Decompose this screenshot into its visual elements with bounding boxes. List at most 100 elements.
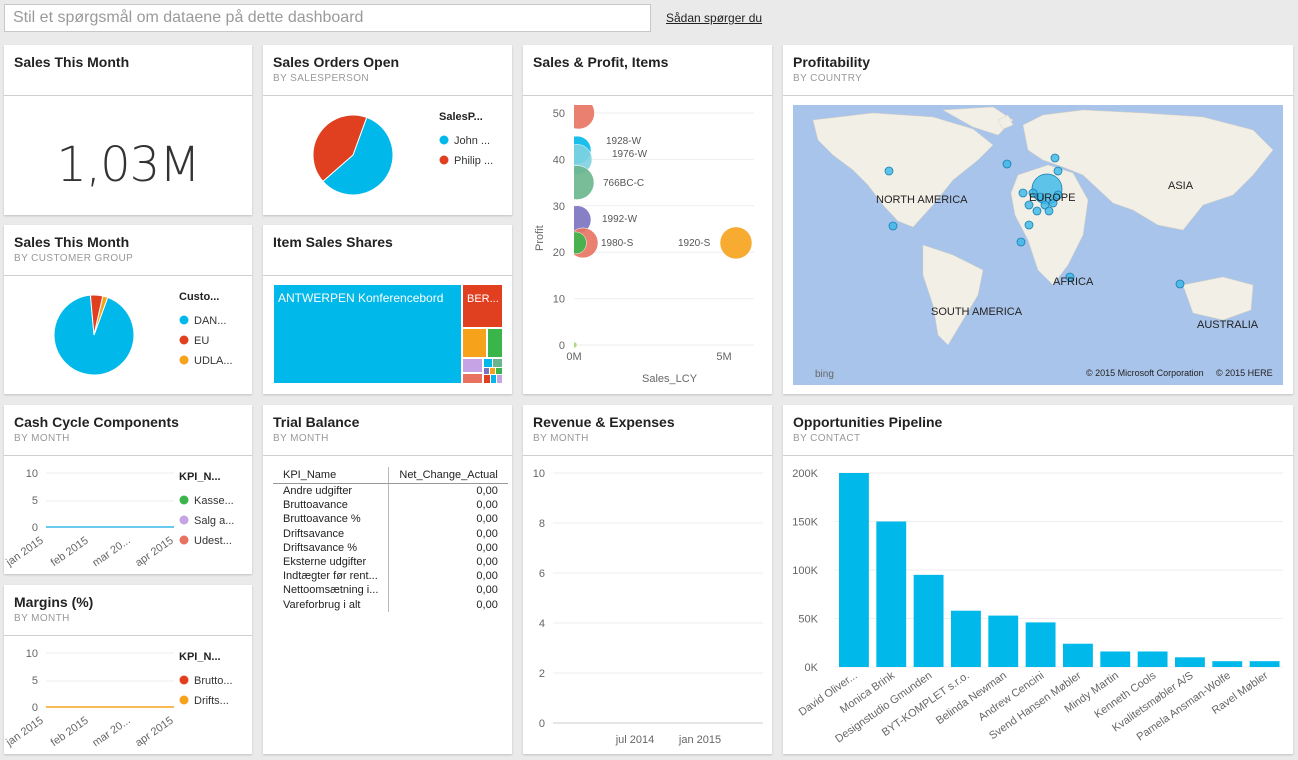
pie-slice[interactable]: [93, 295, 109, 336]
tile-trial-balance[interactable]: Trial Balance BY MONTH KPI_Name Net_Chan…: [263, 405, 512, 754]
scatter-bubbles: [560, 97, 753, 349]
legend-item[interactable]: Drifts...: [194, 695, 229, 707]
treemap-cell[interactable]: [463, 374, 482, 383]
table-row[interactable]: Driftsavance % 0,00: [273, 540, 508, 556]
how-to-ask-link[interactable]: Sådan spørger du: [666, 11, 763, 25]
legend-item[interactable]: Brutto...: [194, 675, 233, 687]
bar[interactable]: [1063, 643, 1093, 667]
treemap-cell[interactable]: [484, 368, 489, 374]
tile-subtitle: BY CONTACT: [793, 433, 861, 444]
bar[interactable]: [876, 521, 907, 668]
map-bubble[interactable]: [884, 166, 894, 176]
legend-item[interactable]: Salg a...: [194, 515, 234, 527]
map-bubble[interactable]: [1040, 200, 1050, 210]
tile-subtitle: BY SALESPERSON: [273, 73, 370, 84]
tile-header: Sales This Month BY CUSTOMER GROUP: [4, 225, 252, 276]
bar[interactable]: [1137, 651, 1168, 667]
map-bubble[interactable]: [1018, 188, 1028, 198]
map-bubble[interactable]: [1024, 220, 1034, 230]
map-bubble[interactable]: [1175, 279, 1185, 289]
bar[interactable]: [951, 610, 981, 667]
map-bubble[interactable]: [1028, 188, 1038, 198]
treemap-cell[interactable]: [463, 329, 486, 357]
column-header[interactable]: Net_Change_Actual: [388, 467, 508, 484]
bar[interactable]: [839, 473, 869, 667]
row-value: 0,00: [388, 540, 508, 556]
y-tick: 0: [32, 522, 38, 534]
tile-sales-profit-items[interactable]: Sales & Profit, Items 0 10 20 30 40 50 0M 5M 192…: [523, 45, 772, 394]
treemap-cell[interactable]: [488, 329, 502, 357]
treemap-cell[interactable]: [493, 359, 502, 367]
scatter-bubble[interactable]: [565, 231, 587, 255]
column-header[interactable]: KPI_Name: [273, 467, 389, 484]
legend-item[interactable]: Philip ...: [454, 155, 493, 167]
table-row[interactable]: Andre udgifter 0,00: [273, 483, 508, 499]
legend-item[interactable]: John ...: [454, 135, 490, 147]
treemap-cell[interactable]: [484, 359, 492, 367]
pie-slice[interactable]: [322, 116, 394, 196]
tile-profitability[interactable]: Profitability BY COUNTRY NORTH AMERICA E…: [783, 45, 1293, 394]
map-bubble[interactable]: [888, 221, 898, 231]
map-bubble[interactable]: [1016, 237, 1026, 247]
table-row[interactable]: Indtægter før rent... 0,00: [273, 569, 508, 584]
map-bubble[interactable]: [1048, 198, 1058, 208]
legend-item[interactable]: EU: [194, 335, 209, 347]
tile-sales-by-customer-group[interactable]: Sales This Month BY CUSTOMER GROUP Custo…: [4, 225, 252, 394]
legend-item[interactable]: UDLA...: [194, 355, 233, 367]
bar[interactable]: [1249, 661, 1280, 667]
map-bubble[interactable]: [1002, 159, 1012, 169]
treemap-cell[interactable]: [497, 375, 502, 383]
world-map[interactable]: NORTH AMERICA EUROPE ASIA AFRICA SOUTH A…: [783, 45, 1293, 394]
treemap-cell[interactable]: [484, 375, 490, 383]
treemap-cell[interactable]: [463, 285, 502, 327]
table-row[interactable]: Driftsavance 0,00: [273, 526, 508, 541]
tile-header: Cash Cycle Components BY MONTH: [4, 405, 252, 456]
map-bubble[interactable]: [1044, 206, 1054, 216]
bar[interactable]: [1175, 657, 1205, 667]
pie-slice[interactable]: [312, 114, 368, 183]
bar[interactable]: [913, 574, 944, 667]
map-bubble[interactable]: [1053, 166, 1063, 176]
qa-search-box[interactable]: [4, 4, 651, 32]
row-name: Nettoomsætning i...: [283, 584, 379, 597]
tile-opportunities-pipeline[interactable]: Opportunities Pipeline BY CONTACT 0K 50K 1…: [783, 405, 1293, 754]
line-chart: 10 8 6 4 2 0 jul 2014 jan 2015: [533, 468, 763, 746]
tile-sales-orders-open[interactable]: Sales Orders Open BY SALESPERSON SalesP.…: [263, 45, 512, 215]
scatter-bubble[interactable]: [571, 341, 578, 349]
scatter-bubble[interactable]: [560, 165, 595, 200]
tile-cash-cycle-components[interactable]: Cash Cycle Components BY MONTH 10 5 0 ja…: [4, 405, 252, 574]
map-bubble[interactable]: [1053, 190, 1063, 200]
tile-sales-this-month[interactable]: Sales This Month 1,03M: [4, 45, 252, 215]
table-row[interactable]: Nettoomsætning i... 0,00: [273, 583, 508, 598]
map-bubble[interactable]: [1024, 200, 1034, 210]
row-name: Driftsavance: [283, 527, 345, 540]
bar[interactable]: [1025, 622, 1056, 667]
treemap-cell[interactable]: [274, 285, 461, 383]
map-bubble[interactable]: [1050, 153, 1060, 163]
scatter-bubble[interactable]: [719, 226, 753, 260]
table-row[interactable]: Bruttoavance 0,00: [273, 498, 508, 513]
map-bubble[interactable]: [1035, 192, 1045, 202]
region-label: AFRICA: [1053, 276, 1094, 288]
table-row[interactable]: Vareforbrug i alt 0,00: [273, 597, 508, 612]
bar[interactable]: [1212, 661, 1243, 667]
map-bubble[interactable]: [1065, 272, 1075, 282]
bar[interactable]: [1100, 651, 1131, 667]
qa-input[interactable]: [5, 5, 650, 31]
tile-header: Sales & Profit, Items: [523, 45, 772, 96]
tile-item-sales-shares[interactable]: Item Sales Shares ANTWERPEN Konferencebo…: [263, 225, 512, 394]
map-bubble[interactable]: [1032, 206, 1042, 216]
bar[interactable]: [988, 615, 1019, 667]
treemap-cell[interactable]: [491, 375, 496, 383]
legend-item[interactable]: DAN...: [194, 315, 226, 327]
table-row[interactable]: Bruttoavance % 0,00: [273, 512, 508, 527]
table-row[interactable]: Eksterne udgifter 0,00: [273, 555, 508, 570]
tile-margins[interactable]: Margins (%) BY MONTH 10 5 0 jan 2015 feb…: [4, 585, 252, 754]
legend-item[interactable]: Udest...: [194, 535, 232, 547]
treemap-cell[interactable]: [496, 368, 502, 374]
legend-item[interactable]: Kasse...: [194, 495, 234, 507]
tile-revenue-expenses[interactable]: Revenue & Expenses BY MONTH 10 8 6 4 2 0…: [523, 405, 772, 754]
scatter-bubble[interactable]: [563, 97, 595, 130]
treemap-cell[interactable]: [490, 368, 495, 374]
treemap-cell[interactable]: [463, 359, 482, 372]
